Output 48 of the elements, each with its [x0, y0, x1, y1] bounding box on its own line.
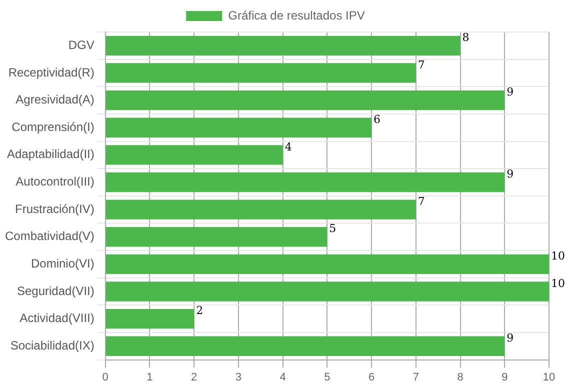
- y-tick-label: Agresividad(A): [16, 92, 94, 107]
- data-label: 9: [506, 168, 514, 181]
- y-tick-label: Autocontrol(III): [16, 174, 94, 189]
- y-tick-label: Dominio(VI): [31, 256, 94, 271]
- x-tick-label: 9: [502, 371, 508, 384]
- data-label: 10: [551, 276, 565, 290]
- y-tick-label: Adaptabilidad(II): [6, 147, 94, 162]
- bar: [106, 63, 416, 83]
- y-tick-label: Receptividad(R): [8, 65, 94, 80]
- bar: [106, 282, 549, 302]
- x-tick-label: 6: [368, 371, 375, 384]
- y-tick-label: Combatividad(V): [4, 229, 94, 244]
- bar: [106, 145, 283, 165]
- x-tick-label: 0: [102, 371, 108, 384]
- bar: [106, 172, 505, 192]
- bar: [106, 200, 416, 220]
- legend-label: Gráfica de resultados IPV: [228, 8, 365, 22]
- y-tick-label: Frustración(IV): [15, 202, 94, 216]
- bar: [106, 36, 460, 56]
- y-tick-label: Seguridad(VII): [16, 284, 94, 298]
- x-tick-label: 7: [412, 371, 419, 384]
- y-tick-label: Comprensión(I): [12, 120, 94, 134]
- bar: [106, 308, 194, 329]
- y-tick-label: Actividad(VIII): [20, 311, 94, 326]
- y-tick-label: DGV: [68, 38, 94, 52]
- x-tick-label: 4: [280, 371, 286, 384]
- data-label: 7: [418, 58, 425, 72]
- x-tick-label: 3: [235, 371, 242, 384]
- bar: [106, 227, 328, 247]
- x-tick-label: 1: [146, 371, 153, 384]
- data-label: 4: [284, 140, 292, 154]
- x-tick-label: 2: [191, 371, 198, 384]
- data-label: 2: [196, 304, 204, 318]
- data-label: 8: [462, 31, 470, 44]
- x-tick-label: 10: [542, 371, 556, 384]
- x-tick-label: 8: [457, 371, 464, 384]
- data-label: 7: [418, 194, 425, 208]
- bar: [106, 254, 549, 274]
- data-label: 5: [329, 222, 336, 236]
- data-label: 9: [506, 86, 514, 99]
- data-label: 10: [551, 250, 565, 263]
- x-tick-label: 5: [324, 371, 330, 384]
- data-label: 9: [506, 332, 514, 344]
- bar: [106, 336, 505, 356]
- bar: [106, 90, 505, 110]
- y-tick-label: Sociabilidad(IX): [10, 338, 94, 352]
- data-label: 6: [374, 112, 381, 126]
- bar: [106, 118, 372, 138]
